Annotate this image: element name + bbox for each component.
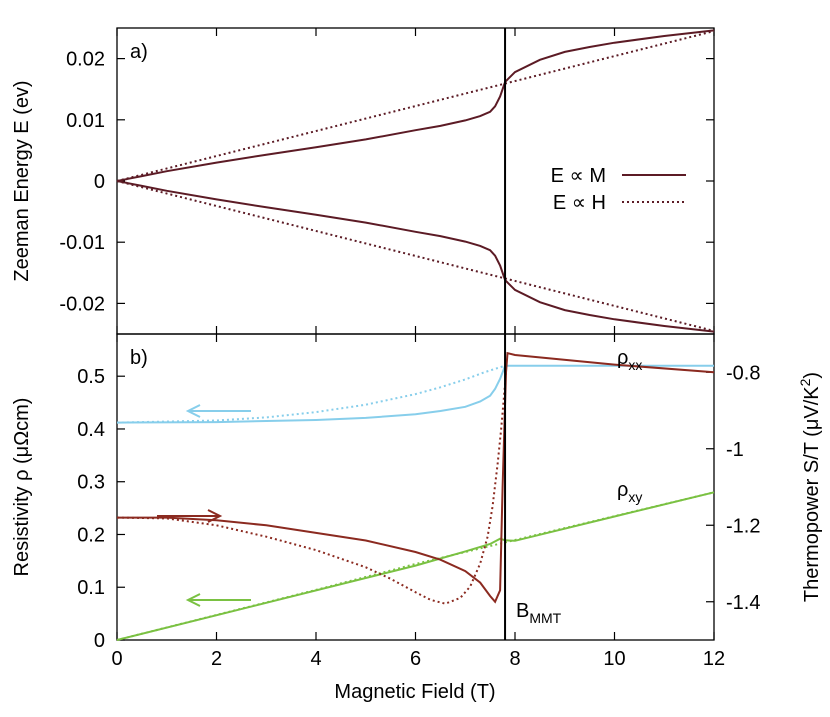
panel-a-ytick-label: 0.01 [66,110,105,132]
annotation-rho-xx-main: ρ [617,347,628,369]
panel-b-ytick-label: 0.1 [77,577,105,599]
legend: E ∝ M E ∝ H [551,165,686,214]
panel-b-ytick-label: 0.2 [77,524,105,546]
arrow-thermopower [157,509,223,523]
panel-b-ylabel: Resistivity ρ (μΩcm) [11,398,33,577]
series-e-prop-h-upper [116,30,715,182]
panel-b-ytick-label: 0.5 [77,366,105,388]
series-rho_xy-dotted [116,491,715,641]
series-rho_xx-solid [116,364,714,424]
legend-label-e-h: E ∝ H [553,192,606,214]
arrow-rho-xy [185,593,251,607]
series-thermopower-dotted [116,372,507,605]
panel-a-ytick-label: -0.01 [59,232,105,254]
ticks-layer: -0.02 -0.01 0 0.01 0.02 0 0.1 0.2 0.3 0.4 0.5 -1.4 -… [59,28,760,670]
panel-b-y2tick-label: -0.8 [726,362,760,384]
xtick-label: 12 [703,648,725,670]
annotation-rho-xy-sub: xy [628,489,642,505]
series-e-prop-m-upper [116,29,715,182]
annotation-rho-xy-main: ρ [617,479,628,501]
series-rho_xx-dotted [116,364,506,424]
panel-a-ytick-label: -0.02 [59,293,105,315]
xtick-label: 0 [111,648,122,670]
panel-b-y2tick-label: -1 [726,439,744,461]
legend-label-e-m: E ∝ M [551,165,606,187]
panel-b-ytick-label: 0.3 [77,472,105,494]
annotation-bmmt: BMMT [516,600,562,626]
panel-a-label: a) [130,41,148,63]
xtick-label: 2 [211,648,222,670]
annotation-bmmt-main: B [516,600,529,622]
arrow-rho-xx [185,404,251,418]
panel-b-ytick-label: 0 [94,630,105,652]
panel-b-ytick-label: 0.4 [77,419,105,441]
panel-b-y2tick-label: -1.2 [726,515,760,537]
annotation-bmmt-sub: MMT [529,610,561,626]
panel-a-ytick-label: 0.02 [66,49,105,71]
annotation-rho-xy: ρxy [617,479,642,505]
panel-a-ytick-label: 0 [94,171,105,193]
series-e-prop-m-lower [116,180,715,333]
panel-b-y2label: Thermopower S/T (μV/K2) [797,372,823,602]
xtick-label: 10 [603,648,625,670]
series-layer [116,29,715,641]
series-e-prop-h-lower [116,180,715,332]
series-thermopower-solid [117,351,715,604]
panel-b-y2tick-label: -1.4 [726,592,760,614]
panel-b-label: b) [130,347,148,369]
panel-a-frame [116,27,715,335]
panel-a-ylabel: Zeeman Energy E (ev) [11,80,33,281]
annotation-rho-xx-sub: xx [628,357,642,373]
series-rho_xy-solid [116,491,715,641]
xtick-label: 8 [509,648,520,670]
x-axis-label: Magnetic Field (T) [334,681,495,703]
annotation-rho-xx: ρxx [617,347,642,373]
xtick-label: 6 [410,648,421,670]
xtick-label: 4 [310,648,321,670]
